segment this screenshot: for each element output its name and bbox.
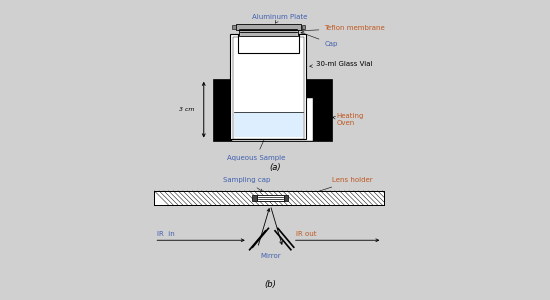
- Bar: [230, 34, 306, 139]
- Text: 30-ml Glass Vial: 30-ml Glass Vial: [310, 61, 372, 68]
- Bar: [239, 28, 298, 36]
- Bar: [301, 25, 305, 29]
- Bar: [232, 25, 236, 29]
- Text: Lens holder: Lens holder: [311, 177, 373, 194]
- Text: (a): (a): [269, 163, 281, 172]
- Text: IR  in: IR in: [157, 231, 175, 237]
- Bar: [257, 195, 284, 201]
- Bar: [232, 98, 313, 140]
- Text: Aqueous Sample: Aqueous Sample: [227, 129, 285, 161]
- Text: (b): (b): [265, 280, 276, 290]
- Text: Cap: Cap: [301, 32, 338, 46]
- Bar: [234, 112, 302, 137]
- Bar: [155, 191, 384, 205]
- Bar: [233, 37, 304, 139]
- Text: Mirror: Mirror: [260, 254, 280, 260]
- Bar: [284, 195, 288, 201]
- Bar: [155, 191, 384, 205]
- Text: 3 cm: 3 cm: [179, 107, 194, 112]
- Text: IR out: IR out: [296, 231, 316, 237]
- Bar: [213, 79, 332, 140]
- Bar: [238, 34, 299, 53]
- Text: Heating
Oven: Heating Oven: [333, 113, 364, 126]
- Text: Aluminum Plate: Aluminum Plate: [252, 14, 307, 23]
- Text: Teflon membrane: Teflon membrane: [301, 26, 385, 32]
- Bar: [236, 24, 301, 30]
- Bar: [252, 195, 257, 201]
- Text: Sampling cap: Sampling cap: [223, 177, 270, 192]
